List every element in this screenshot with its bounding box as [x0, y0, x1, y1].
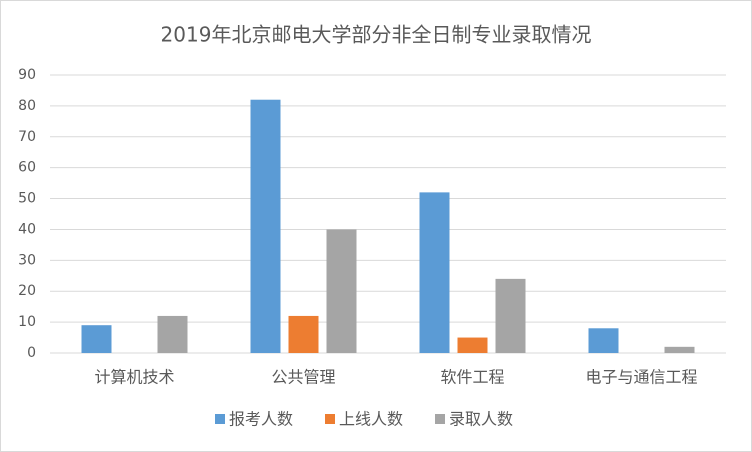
- legend-swatch: [325, 414, 335, 424]
- x-tick-label: 电子与通信工程: [585, 368, 697, 387]
- legend-label: 报考人数: [229, 410, 293, 429]
- y-tick-label: 80: [18, 98, 36, 114]
- bar: [157, 315, 188, 353]
- bar: [288, 315, 319, 353]
- y-tick-label: 70: [18, 129, 36, 145]
- bar: [457, 337, 488, 353]
- x-tick-label: 软件工程: [440, 368, 504, 387]
- bar: [664, 346, 695, 353]
- y-tick-label: 90: [18, 67, 36, 83]
- bar: [495, 278, 526, 353]
- y-tick-label: 50: [18, 191, 36, 207]
- y-tick-label: 20: [18, 283, 36, 299]
- legend-label: 录取人数: [449, 410, 513, 429]
- bar: [81, 325, 112, 353]
- y-tick-label: 30: [18, 252, 36, 268]
- legend-label: 上线人数: [339, 410, 403, 429]
- bar: [588, 328, 619, 353]
- bar: [250, 99, 281, 353]
- legend-swatch: [215, 414, 225, 424]
- bar: [419, 192, 450, 353]
- legend-swatch: [435, 414, 445, 424]
- x-tick-label: 公共管理: [271, 368, 335, 387]
- y-tick-label: 60: [18, 160, 36, 176]
- y-tick-label: 0: [27, 345, 36, 361]
- bar: [326, 229, 357, 353]
- y-tick-label: 40: [18, 221, 36, 237]
- y-tick-label: 10: [18, 314, 36, 330]
- x-tick-label: 计算机技术: [94, 368, 174, 387]
- chart-title: 2019年北京邮电大学部分非全日制专业录取情况: [161, 23, 592, 47]
